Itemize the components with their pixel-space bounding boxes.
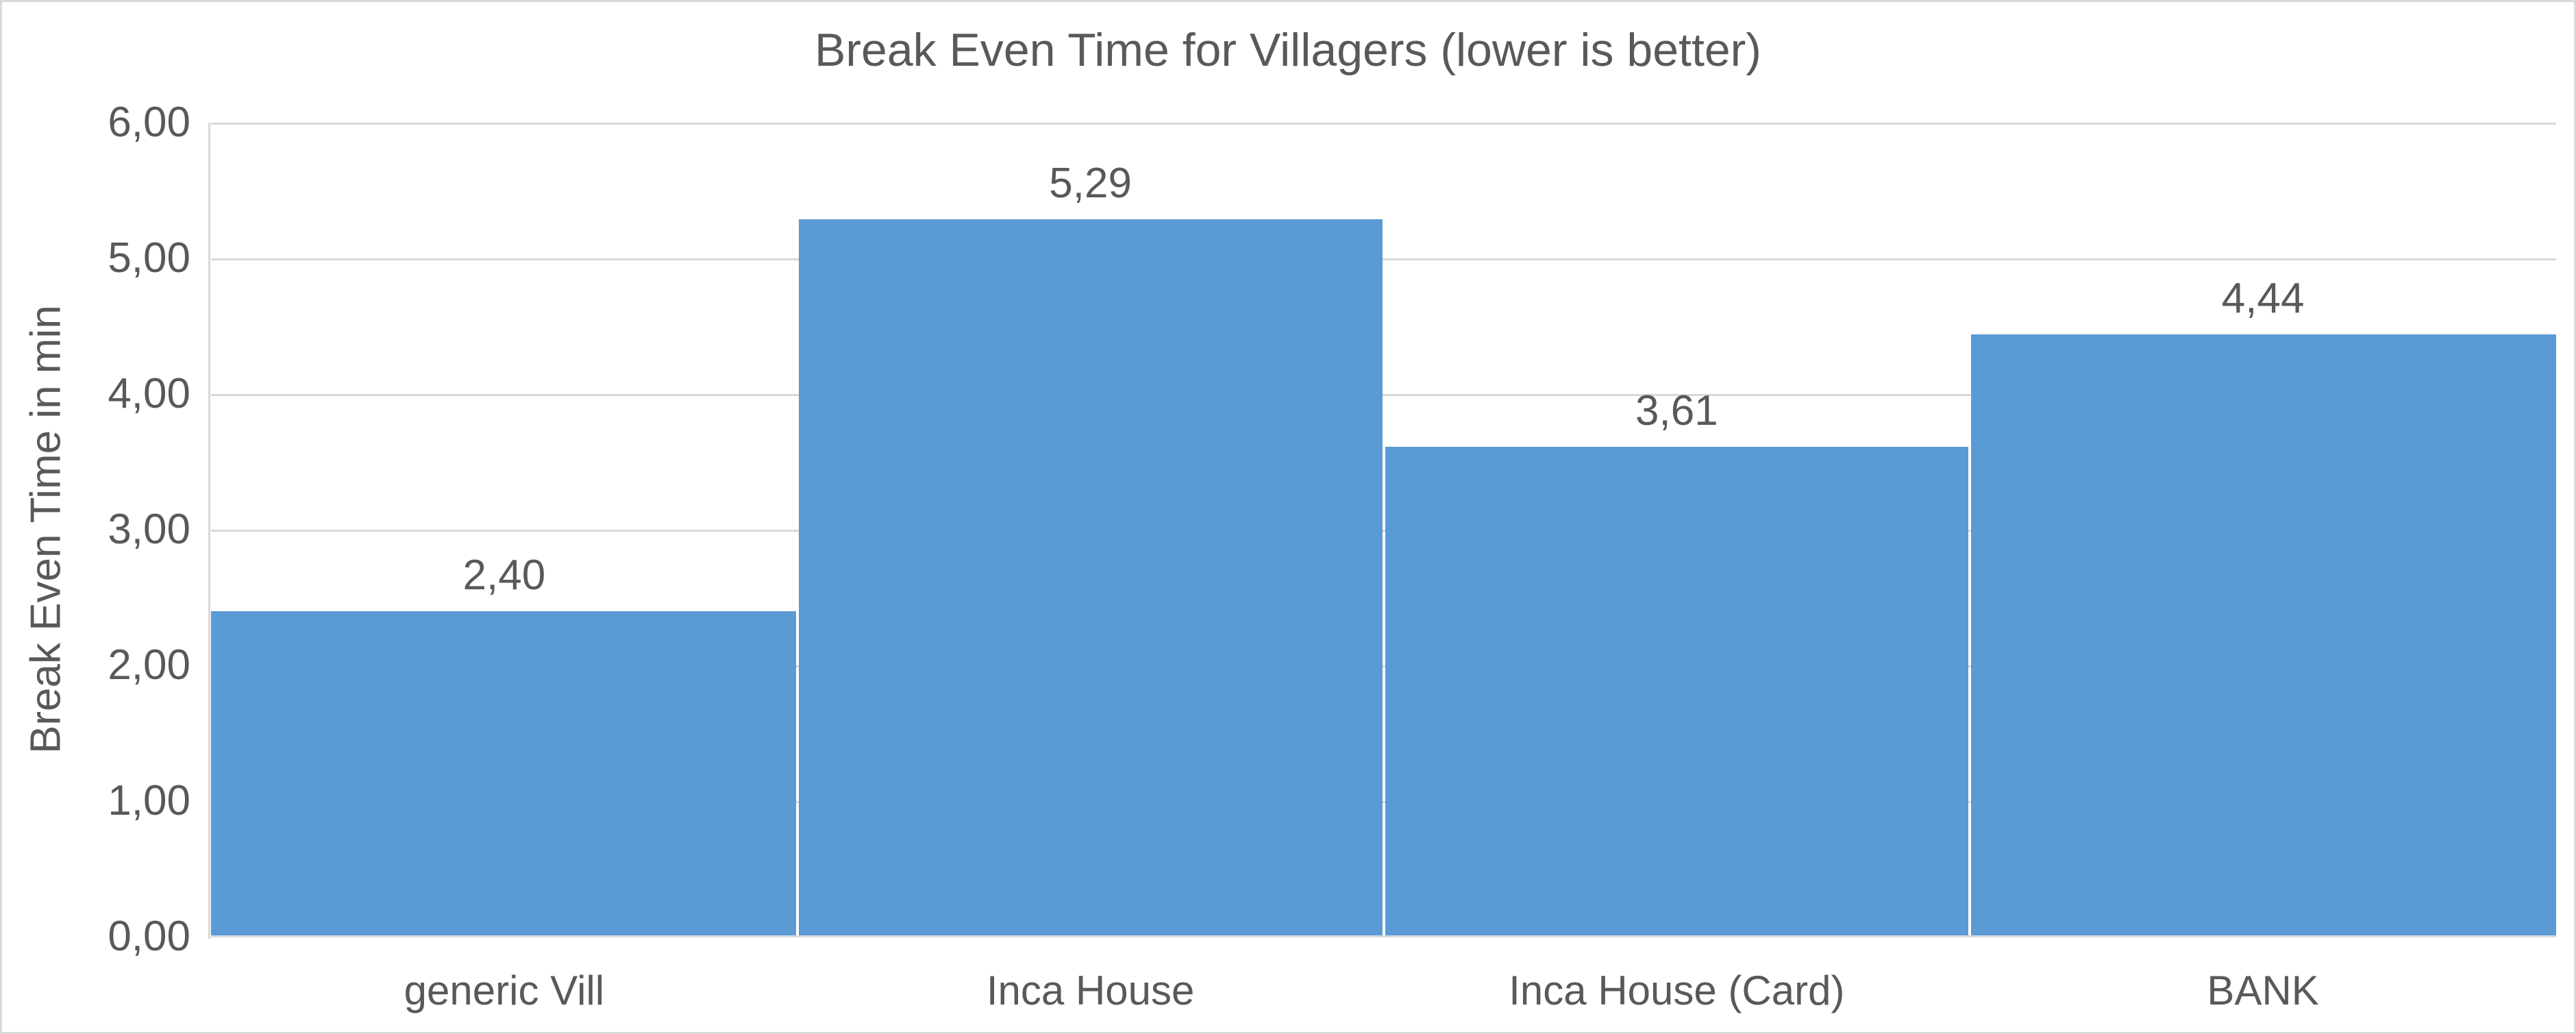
gridline [211,530,2556,532]
y-axis-line [208,123,210,939]
chart-title: Break Even Time for Villagers (lower is … [815,24,1761,76]
y-tick-label: 0,00 [108,913,190,960]
x-axis-line [211,935,2556,937]
bar-value-label: 2,40 [462,551,546,599]
gridline [211,258,2556,260]
x-category-label: Inca House (Card) [1509,968,1845,1013]
bar-value-label: 5,29 [1049,159,1132,207]
x-category-label: BANK [2207,968,2319,1013]
bar-value-label: 4,44 [2221,274,2305,322]
gridline [211,123,2556,125]
y-tick-label: 6,00 [108,99,190,146]
y-tick-label: 2,00 [108,641,190,689]
y-tick-label: 3,00 [108,506,190,553]
gridline [211,801,2556,803]
bar-inca-house [798,219,1383,935]
y-tick-label: 5,00 [108,234,190,282]
y-tick-label: 4,00 [108,370,190,417]
plot-area [211,123,2556,937]
bar-inca-house-card [1385,447,1969,935]
bar-value-label: 3,61 [1635,387,1718,435]
bar-bank [1971,334,2556,935]
gridline [211,665,2556,667]
gridline [211,394,2556,396]
bar-generic-vill [211,611,796,935]
x-category-label: Inca House [986,968,1195,1013]
x-category-label: generic Vill [404,968,605,1013]
y-tick-label: 1,00 [108,777,190,824]
